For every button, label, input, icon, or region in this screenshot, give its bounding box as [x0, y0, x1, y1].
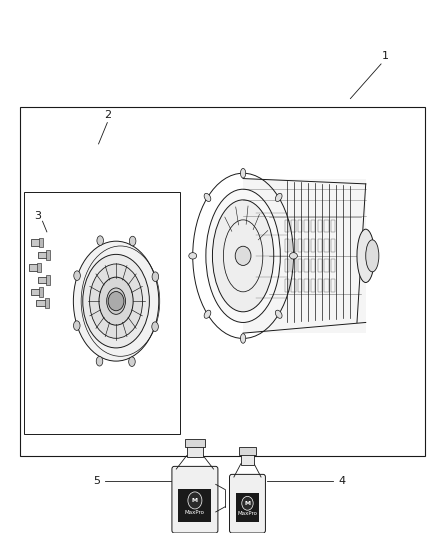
- Bar: [298, 279, 302, 292]
- Bar: [45, 298, 49, 308]
- Bar: [243, 179, 366, 333]
- Ellipse shape: [357, 229, 374, 282]
- Bar: [324, 220, 328, 232]
- Bar: [285, 220, 289, 232]
- Ellipse shape: [99, 277, 133, 325]
- Bar: [311, 279, 315, 292]
- Bar: [37, 263, 41, 272]
- Bar: [298, 259, 302, 272]
- Text: 5: 5: [93, 476, 100, 486]
- Bar: [304, 239, 309, 252]
- Bar: [46, 275, 50, 285]
- Bar: [29, 264, 39, 271]
- Ellipse shape: [240, 168, 246, 178]
- Bar: [318, 259, 322, 272]
- Bar: [304, 259, 309, 272]
- Bar: [331, 259, 335, 272]
- Bar: [31, 289, 40, 295]
- Bar: [311, 259, 315, 272]
- Ellipse shape: [204, 310, 211, 318]
- Bar: [185, 439, 205, 447]
- Ellipse shape: [83, 254, 149, 348]
- Bar: [291, 259, 296, 272]
- Ellipse shape: [96, 357, 103, 366]
- Text: MaxPro: MaxPro: [185, 510, 205, 515]
- Text: M: M: [244, 501, 251, 506]
- Text: 4: 4: [338, 476, 345, 486]
- Bar: [291, 220, 296, 232]
- Bar: [298, 220, 302, 232]
- Bar: [324, 239, 328, 252]
- Bar: [324, 259, 328, 272]
- Ellipse shape: [276, 193, 282, 201]
- Bar: [291, 279, 296, 292]
- Bar: [331, 279, 335, 292]
- Text: 3: 3: [34, 211, 41, 221]
- Bar: [318, 220, 322, 232]
- Bar: [241, 453, 254, 465]
- Bar: [38, 252, 47, 258]
- Ellipse shape: [74, 271, 80, 280]
- FancyBboxPatch shape: [172, 466, 218, 533]
- Ellipse shape: [206, 189, 280, 322]
- Ellipse shape: [204, 193, 211, 201]
- Ellipse shape: [290, 253, 297, 259]
- Bar: [311, 220, 315, 232]
- Bar: [31, 239, 40, 246]
- Bar: [239, 447, 256, 455]
- Circle shape: [242, 496, 253, 510]
- Bar: [304, 279, 309, 292]
- Bar: [331, 220, 335, 232]
- Circle shape: [235, 246, 251, 265]
- Bar: [236, 493, 259, 522]
- Bar: [24, 192, 180, 434]
- Bar: [39, 287, 43, 297]
- Ellipse shape: [97, 236, 103, 245]
- Ellipse shape: [212, 200, 274, 312]
- Text: 1: 1: [382, 51, 389, 61]
- Text: MaxPro: MaxPro: [237, 511, 258, 516]
- Ellipse shape: [74, 321, 80, 330]
- Circle shape: [188, 492, 202, 509]
- FancyBboxPatch shape: [230, 474, 265, 533]
- Ellipse shape: [152, 322, 159, 332]
- Bar: [291, 239, 296, 252]
- Circle shape: [108, 292, 124, 311]
- Ellipse shape: [74, 241, 159, 361]
- Ellipse shape: [189, 253, 197, 259]
- Text: 2: 2: [104, 110, 111, 119]
- Ellipse shape: [107, 288, 125, 314]
- Bar: [311, 239, 315, 252]
- Bar: [39, 238, 43, 247]
- Text: M: M: [192, 498, 198, 503]
- Bar: [36, 300, 46, 306]
- Bar: [179, 489, 211, 522]
- Ellipse shape: [240, 334, 246, 343]
- Bar: [318, 279, 322, 292]
- Bar: [20, 107, 425, 456]
- Bar: [298, 239, 302, 252]
- Ellipse shape: [129, 236, 136, 246]
- Bar: [318, 239, 322, 252]
- Bar: [187, 445, 203, 457]
- Bar: [285, 259, 289, 272]
- Bar: [38, 277, 47, 283]
- Ellipse shape: [276, 310, 282, 318]
- Ellipse shape: [366, 240, 379, 272]
- Bar: [46, 250, 50, 260]
- Ellipse shape: [90, 264, 142, 338]
- Bar: [304, 220, 309, 232]
- Bar: [285, 239, 289, 252]
- Bar: [324, 279, 328, 292]
- Ellipse shape: [152, 272, 159, 281]
- Bar: [285, 279, 289, 292]
- Bar: [331, 239, 335, 252]
- Ellipse shape: [129, 357, 135, 367]
